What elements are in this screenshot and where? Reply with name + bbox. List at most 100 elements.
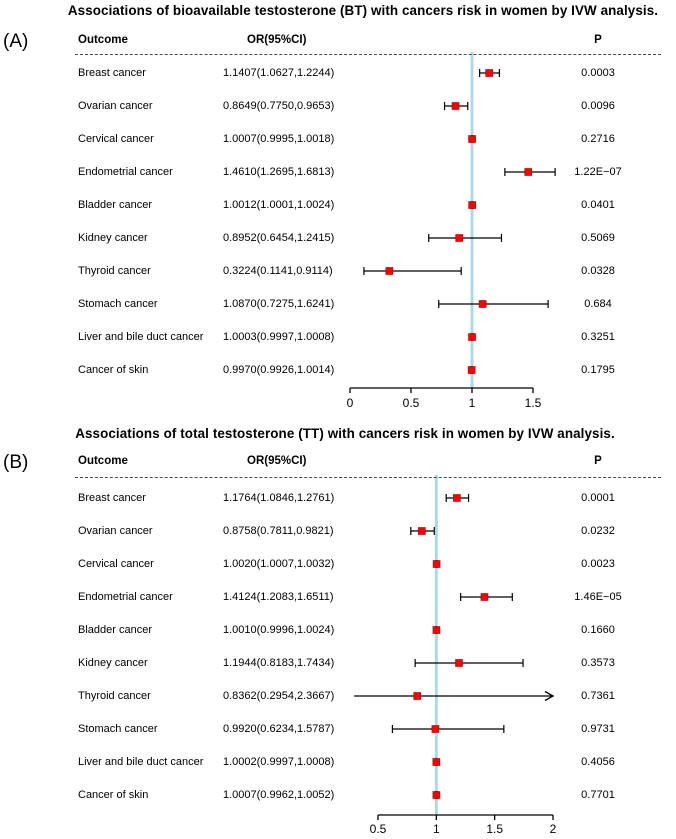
row-or-ci-value: 0.9920(0.6234,1.5787) (223, 723, 335, 735)
row-outcome-label: Liver and bile duct cancer (78, 331, 204, 343)
row-or-ci-value: 0.9970(0.9926,1.0014) (223, 364, 335, 376)
row-or-ci-value: 0.8362(0.2954,2.3667) (223, 690, 335, 702)
row-outcome-label: Cervical cancer (78, 558, 154, 570)
or-marker (468, 135, 476, 143)
column-header-or-ci: OR(95%CI) (247, 34, 307, 46)
or-marker (432, 791, 441, 799)
or-marker (455, 234, 464, 242)
row-p-value: 0.7361 (581, 690, 615, 702)
or-marker (480, 593, 489, 601)
row-or-ci-value: 1.1764(1.0846,1.2761) (223, 492, 335, 504)
or-marker (478, 300, 487, 308)
header-divider (75, 54, 661, 55)
row-p-value: 1.46E−05 (574, 591, 622, 603)
panel-a-title: Associations of bioavailable testosteron… (67, 3, 659, 18)
or-marker (431, 725, 440, 733)
row-p-value: 0.0232 (581, 525, 615, 537)
row-p-value: 0.684 (584, 298, 612, 310)
row-or-ci-value: 1.4610(1.2695,1.6813) (223, 166, 335, 178)
or-marker (455, 659, 463, 667)
row-p-value: 0.4056 (581, 756, 615, 768)
panel-b-title: Associations of total testosterone (TT) … (75, 426, 615, 441)
x-axis-tick-label: 1.5 (525, 396, 542, 410)
row-or-ci-value: 1.0002(0.9997,1.0008) (223, 756, 335, 768)
row-p-value: 0.3251 (581, 331, 615, 343)
row-or-ci-value: 1.0870(0.7275,1.6241) (223, 298, 335, 310)
column-header-outcome: Outcome (78, 34, 128, 46)
row-p-value: 0.0401 (581, 199, 615, 211)
or-marker (451, 102, 460, 110)
row-or-ci-value: 0.3224(0.1141,0.9114) (223, 265, 333, 277)
column-header-outcome: Outcome (78, 455, 128, 467)
row-outcome-label: Endometrial cancer (78, 166, 173, 178)
column-header-p: P (594, 34, 602, 46)
row-outcome-label: Breast cancer (78, 67, 146, 79)
row-or-ci-value: 1.0007(0.9962,1.0052) (223, 789, 335, 801)
row-outcome-label: Stomach cancer (78, 298, 158, 310)
row-or-ci-value: 1.0003(0.9997,1.0008) (223, 331, 335, 343)
x-axis-tick-label: 1.5 (486, 822, 503, 836)
row-or-ci-value: 0.8649(0.7750,0.9653) (223, 100, 335, 112)
or-marker (485, 69, 493, 77)
row-outcome-label: Stomach cancer (78, 723, 158, 735)
row-outcome-label: Thyroid cancer (78, 690, 151, 702)
or-marker (418, 527, 426, 535)
or-marker (432, 626, 441, 634)
row-outcome-label: Bladder cancer (78, 199, 152, 211)
row-outcome-label: Thyroid cancer (78, 265, 151, 277)
row-p-value: 0.2716 (581, 133, 615, 145)
row-or-ci-value: 1.4124(1.2083,1.6511) (223, 591, 334, 603)
x-axis-tick-label: 0.5 (403, 396, 420, 410)
row-p-value: 0.0001 (581, 492, 615, 504)
row-p-value: 0.3573 (581, 657, 615, 669)
or-marker (468, 333, 476, 341)
row-or-ci-value: 1.0007(0.9995,1.0018) (223, 133, 335, 145)
or-marker (453, 494, 461, 502)
row-outcome-label: Cancer of skin (78, 789, 149, 801)
row-p-value: 0.0096 (581, 100, 615, 112)
or-marker (524, 168, 533, 176)
row-outcome-label: Kidney cancer (78, 657, 148, 669)
x-axis-tick-label: 0 (347, 396, 354, 410)
header-divider (75, 477, 661, 478)
x-axis-tick-label: 0.5 (370, 822, 387, 836)
row-p-value: 0.0003 (581, 67, 615, 79)
row-outcome-label: Cervical cancer (78, 133, 154, 145)
row-outcome-label: Breast cancer (78, 492, 146, 504)
x-axis-tick-label: 1 (469, 396, 476, 410)
row-outcome-label: Endometrial cancer (78, 591, 173, 603)
row-or-ci-value: 1.0020(1.0007,1.0032) (223, 558, 335, 570)
row-outcome-label: Ovarian cancer (78, 525, 153, 537)
row-or-ci-value: 1.0012(1.0001,1.0024) (223, 199, 335, 211)
column-header-or-ci: OR(95%CI) (247, 455, 307, 467)
row-outcome-label: Cancer of skin (78, 364, 149, 376)
x-axis-tick-label: 2 (550, 822, 557, 836)
row-p-value: 1.22E−07 (574, 166, 622, 178)
row-or-ci-value: 0.8758(0.7811,0.9821) (223, 525, 334, 537)
row-or-ci-value: 1.1407(1.0627,1.2244) (223, 67, 335, 79)
row-p-value: 0.0328 (581, 265, 615, 277)
row-outcome-label: Liver and bile duct cancer (78, 756, 204, 768)
or-marker (432, 560, 441, 568)
ci-arrow-high (544, 690, 555, 702)
row-p-value: 0.7701 (581, 789, 615, 801)
or-marker (467, 366, 476, 374)
row-or-ci-value: 0.8952(0.6454,1.2415) (223, 232, 335, 244)
x-axis-tick-label: 1 (433, 822, 440, 836)
or-marker (468, 201, 476, 209)
row-p-value: 0.0023 (581, 558, 615, 570)
row-p-value: 0.9731 (581, 723, 615, 735)
row-outcome-label: Kidney cancer (78, 232, 148, 244)
row-p-value: 0.1795 (581, 364, 615, 376)
panel-b-label: (B) (3, 452, 29, 473)
panel-a-label: (A) (3, 31, 29, 52)
row-p-value: 0.5069 (581, 232, 615, 244)
row-outcome-label: Ovarian cancer (78, 100, 153, 112)
row-outcome-label: Bladder cancer (78, 624, 152, 636)
or-marker (385, 267, 394, 275)
or-marker (413, 692, 422, 700)
or-marker (432, 758, 441, 766)
row-or-ci-value: 1.0010(0.9996,1.0024) (223, 624, 335, 636)
